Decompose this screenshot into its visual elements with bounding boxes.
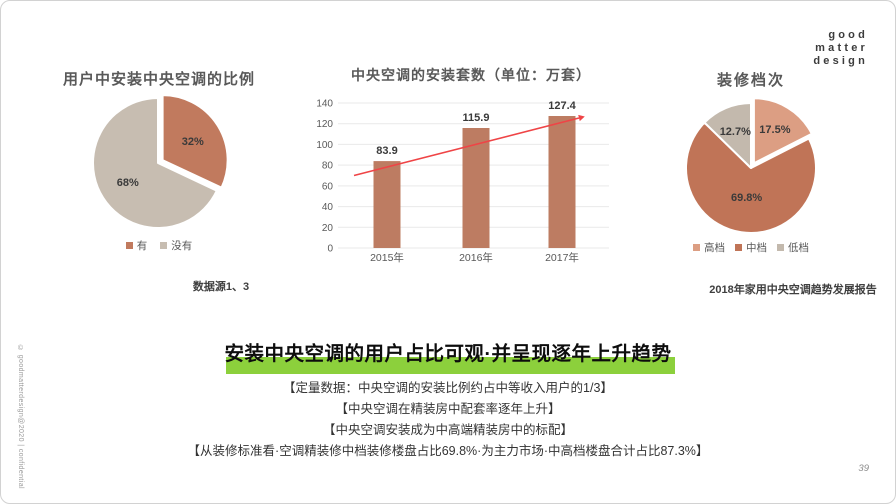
legend-item: 中档	[735, 240, 767, 255]
x-category-label: 2017年	[545, 251, 579, 264]
bar-chart: 0 20 40 60 80 100 120 140 83.9 2015年 115.9 2016年 127…	[316, 93, 626, 278]
brand-logo: good matter design	[813, 29, 868, 68]
left-pie-title: 用户中安装中央空调的比例	[62, 71, 255, 88]
legend-swatch	[693, 244, 700, 251]
legend-label: 低档	[788, 242, 809, 254]
bullet-line: 【从装修标准看·空调精装修中档装修楼盘占比69.8%·为主力市场·中高档楼盘合计…	[187, 444, 709, 458]
logo-line: matter	[815, 42, 868, 54]
headline-highlight-bar	[225, 357, 675, 374]
legend-label: 高档	[704, 242, 725, 254]
pie-svg: 32% 68%	[92, 94, 229, 229]
bullet-line: 【中央空调在精装房中配套率逐年上升】	[335, 402, 561, 416]
right-source-note: 2018年家用中央空调趋势发展报告	[709, 284, 877, 296]
y-tick-label: 0	[327, 244, 333, 255]
y-tick-label: 140	[316, 99, 333, 110]
right-pie-title: 装修档次	[716, 72, 785, 89]
bar-chart-title: 中央空调的安装套数（单位：万套）	[351, 67, 591, 83]
bullet-line: 【定量数据：中央空调的安装比例约占中等收入用户的1/3】	[283, 381, 613, 395]
bar	[462, 128, 490, 248]
bar-svg: 0 20 40 60 80 100 120 140 83.9 2015年 115.9 2016年 127…	[316, 99, 609, 264]
legend-swatch	[160, 242, 168, 249]
headline: 安装中央空调的用户占比可观·并呈现逐年上升趋势	[224, 343, 675, 374]
pie-data-label: 17.5%	[759, 124, 790, 136]
x-category-label: 2016年	[459, 251, 493, 264]
bar-value-label: 115.9	[463, 112, 490, 124]
left-pie-chart: 32% 68%	[78, 89, 238, 254]
pie-slice	[752, 97, 813, 165]
page-number: 39	[858, 463, 869, 474]
bullet-line: 【中央空调安装成为中高端精装房中的标配】	[322, 423, 573, 437]
logo-line: good	[828, 29, 868, 41]
right-pie-legend: 高档 中档 低档	[651, 240, 851, 255]
pie-data-label: 69.8%	[731, 192, 762, 204]
legend-swatch	[735, 244, 742, 251]
x-category-label: 2015年	[370, 251, 404, 264]
pie-slice	[703, 102, 752, 169]
trend-line	[353, 117, 580, 177]
logo-line: design	[813, 55, 868, 67]
pie-data-label: 12.7%	[720, 126, 751, 138]
y-tick-label: 60	[322, 181, 334, 192]
y-tick-label: 20	[322, 223, 334, 234]
bar-value-label: 83.9	[376, 145, 397, 157]
pie-slice	[161, 94, 229, 189]
legend-item: 高档	[693, 240, 725, 255]
left-pie-legend: 有 没有	[41, 238, 277, 253]
legend-item: 低档	[777, 240, 809, 255]
legend-label: 中档	[746, 242, 767, 254]
pie-data-label: 68%	[117, 177, 139, 189]
confidential-watermark: © goodmatterdesign@2020 | confidential	[17, 345, 24, 489]
legend-item: 没有	[160, 238, 192, 253]
headline-text: 安装中央空调的用户占比可观·并呈现逐年上升趋势	[224, 343, 672, 365]
bar	[548, 116, 576, 248]
pie-slice	[92, 97, 218, 229]
bar-value-label: 127.4	[548, 100, 576, 112]
pie-svg: 17.5% 69.8% 12.7%	[685, 97, 817, 235]
bullet-list: 【定量数据：中央空调的安装比例约占中等收入用户的1/3】 【中央空调在精装房中配套…	[1, 378, 895, 462]
legend-item: 有	[125, 238, 148, 253]
pie-slice	[685, 121, 817, 235]
pie-data-label: 32%	[182, 136, 204, 148]
bar	[373, 161, 401, 248]
y-tick-label: 100	[316, 140, 333, 151]
legend-label: 没有	[171, 240, 193, 252]
legend-swatch	[777, 244, 784, 251]
y-tick-label: 120	[316, 119, 333, 130]
legend-label: 有	[136, 240, 148, 252]
left-source-note: 数据源1、3	[192, 281, 250, 293]
trend-arrowhead	[578, 114, 585, 122]
headline-wrap: 安装中央空调的用户占比可观·并呈现逐年上升趋势	[1, 343, 895, 374]
y-tick-label: 40	[322, 202, 334, 213]
y-tick-label: 80	[322, 161, 334, 172]
legend-swatch	[125, 242, 133, 249]
right-pie-chart: 17.5% 69.8% 12.7%	[671, 93, 831, 250]
